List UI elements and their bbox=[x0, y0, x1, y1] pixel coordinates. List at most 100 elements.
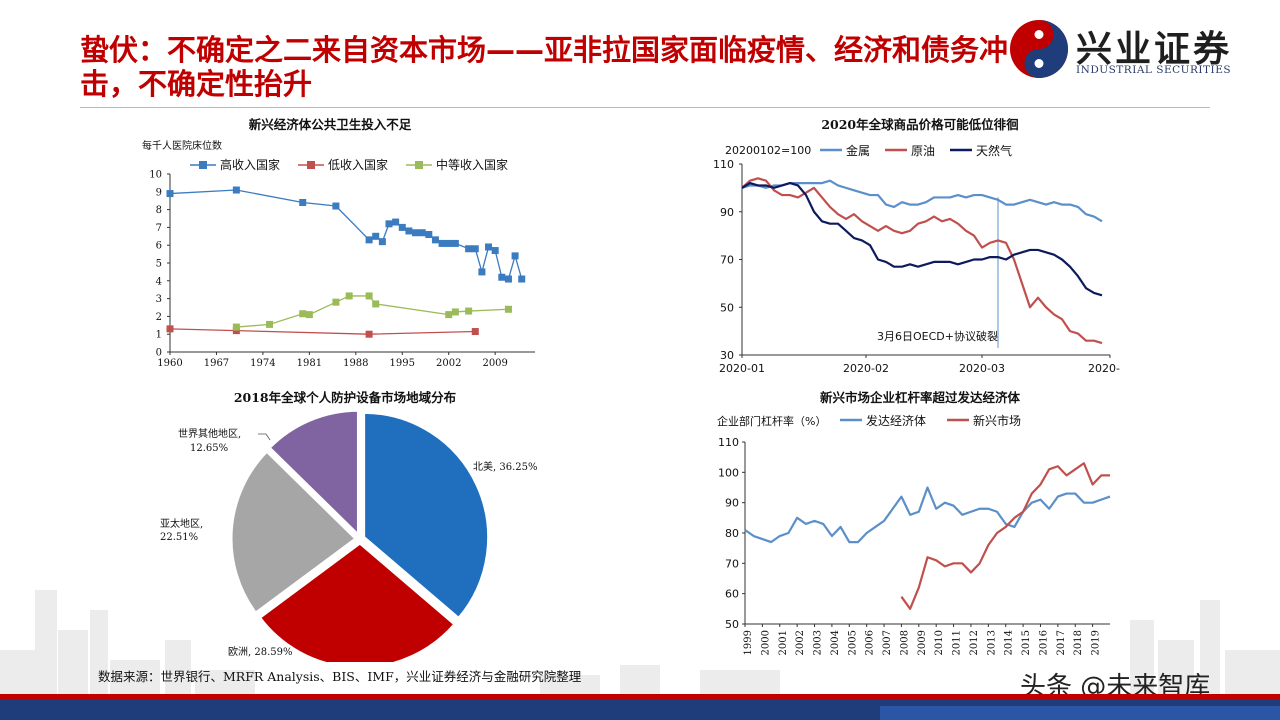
pie-label-other-name: 世界其他地区, bbox=[178, 427, 241, 440]
beds-point-high-income bbox=[418, 229, 426, 237]
logo-chinese-text: 兴业证券 bbox=[1076, 29, 1233, 70]
beds-point-high-income bbox=[385, 220, 393, 228]
beds-point-high-income bbox=[166, 190, 174, 198]
beds-point-high-income bbox=[511, 252, 519, 260]
page-title: 蛰伏：不确定之二来自资本市场——亚非拉国家面临疫情、经济和债务冲击，不确定性抬升 bbox=[80, 33, 1009, 101]
beds-point-high-income bbox=[518, 275, 526, 283]
beds-y-tick-label: 1 bbox=[156, 330, 162, 341]
legend-label-low: 低收入国家 bbox=[328, 157, 388, 172]
data-source-note: 数据来源：世界银行、MRFR Analysis、BIS、IMF，兴业证券经济与金… bbox=[98, 669, 582, 684]
commodities-y-tick-label: 90 bbox=[720, 206, 734, 219]
beds-x-tick-label: 1995 bbox=[390, 358, 415, 369]
beds-point-low-income bbox=[365, 330, 373, 338]
leverage-x-tick-label: 2011 bbox=[952, 630, 963, 655]
leverage-y-tick-label: 90 bbox=[725, 497, 739, 510]
pie-label-europe: 欧洲, 28.59% bbox=[228, 646, 293, 658]
beds-point-high-income bbox=[491, 247, 499, 255]
beds-x-tick-label: 1988 bbox=[343, 358, 368, 369]
beds-point-high-income bbox=[498, 273, 506, 281]
leverage-x-tick-label: 2000 bbox=[760, 630, 771, 655]
ppe-pie-chart: 2018年全球个人防护设备市场地域分布 北美, 36.25% 欧洲, 28.59… bbox=[130, 382, 570, 662]
beds-chart: 新兴经济体公共卫生投入不足 每千人医院床位数 高收入国家 低收入国家 中等收入国… bbox=[130, 112, 550, 377]
pie-slice-rest-of-world bbox=[267, 408, 360, 539]
beds-point-low-income bbox=[471, 328, 479, 336]
beds-point-middle-income bbox=[445, 311, 453, 319]
beds-y-tick-label: 10 bbox=[149, 170, 162, 181]
leverage-series-line-developed bbox=[744, 486, 1111, 544]
legend-marker-low bbox=[307, 161, 315, 169]
leverage-x-tick-label: 2001 bbox=[778, 630, 789, 655]
leverage-x-tick-label: 2002 bbox=[795, 630, 806, 655]
leverage-y-tick-label: 70 bbox=[725, 557, 739, 570]
beds-point-high-income bbox=[431, 236, 439, 244]
commodities-x-tick-label: 2020-03 bbox=[959, 362, 1005, 375]
beds-point-high-income bbox=[405, 227, 413, 235]
leverage-x-tick-label: 2015 bbox=[1021, 630, 1032, 655]
company-logo: 兴业证券 INDUSTRIAL SECURITIES bbox=[1008, 18, 1268, 80]
leverage-y-tick-label: 100 bbox=[718, 466, 739, 479]
footer-accent-band bbox=[880, 706, 1280, 720]
beds-y-tick-label: 9 bbox=[156, 187, 162, 198]
title-divider bbox=[80, 107, 1210, 108]
beds-point-middle-income bbox=[299, 310, 307, 318]
beds-point-middle-income bbox=[504, 305, 512, 313]
oecd-annotation: 3月6日OECD+协议破裂 bbox=[877, 329, 998, 343]
pie-label-apac-value: 22.51% bbox=[160, 532, 198, 543]
beds-point-middle-income bbox=[465, 307, 473, 315]
commodities-y-tick-label: 70 bbox=[720, 254, 734, 267]
pie-slice-europe bbox=[257, 541, 458, 662]
leverage-y-axis-label: 企业部门杠杆率（%） bbox=[717, 414, 826, 428]
beds-point-high-income bbox=[471, 245, 479, 253]
beds-y-tick-label: 0 bbox=[156, 348, 162, 359]
leverage-x-tick-label: 1999 bbox=[743, 630, 754, 655]
beds-point-low-income bbox=[232, 327, 240, 335]
beds-point-middle-income bbox=[451, 308, 459, 316]
commodities-chart: 2020年全球商品价格可能低位徘徊 20200102=100 金属 原油 天然气… bbox=[700, 112, 1130, 382]
leverage-x-tick-label: 2006 bbox=[865, 630, 876, 655]
logo-swirl-icon bbox=[1010, 20, 1068, 78]
beds-x-tick-label: 1960 bbox=[157, 358, 182, 369]
pie-labels: 北美, 36.25% 欧洲, 28.59% 亚太地区, 22.51% 世界其他地… bbox=[160, 427, 538, 658]
beds-chart-title: 新兴经济体公共卫生投入不足 bbox=[249, 117, 412, 132]
leverage-x-tick-label: 2012 bbox=[969, 630, 980, 655]
leverage-legend: 发达经济体 新兴市场 bbox=[840, 413, 1021, 428]
leverage-x-tick-label: 2014 bbox=[1004, 630, 1015, 655]
beds-point-high-income bbox=[299, 198, 307, 206]
beds-point-middle-income bbox=[305, 311, 313, 319]
beds-x-tick-label: 2009 bbox=[482, 358, 507, 369]
commodities-series-line-metal bbox=[741, 179, 1103, 223]
beds-point-middle-income bbox=[232, 323, 240, 331]
beds-point-high-income bbox=[465, 245, 473, 253]
leverage-y-tick-label: 80 bbox=[725, 527, 739, 540]
beds-point-high-income bbox=[504, 275, 512, 283]
beds-point-high-income bbox=[425, 231, 433, 239]
leverage-x-tick-label: 2016 bbox=[1038, 630, 1049, 655]
beds-point-high-income bbox=[485, 243, 493, 251]
beds-point-high-income bbox=[392, 218, 400, 226]
beds-point-high-income bbox=[445, 239, 453, 247]
legend-marker-mid bbox=[415, 161, 423, 169]
beds-point-high-income bbox=[378, 238, 386, 246]
beds-point-middle-income bbox=[266, 320, 274, 328]
pie-slice-north-america bbox=[362, 410, 491, 621]
beds-y-axis-label: 每千人医院床位数 bbox=[142, 139, 222, 152]
beds-point-high-income bbox=[438, 239, 446, 247]
leverage-x-tick-label: 2019 bbox=[1091, 630, 1102, 655]
leverage-chart-title: 新兴市场企业杠杆率超过发达经济体 bbox=[820, 390, 1021, 405]
commodities-y-tick-label: 30 bbox=[720, 349, 734, 362]
commodities-legend: 金属 原油 天然气 bbox=[820, 143, 1012, 158]
leverage-x-tick-label: 2009 bbox=[917, 630, 928, 655]
leverage-y-tick-label: 110 bbox=[718, 436, 739, 449]
beds-y-tick-label: 6 bbox=[156, 241, 162, 252]
beds-point-high-income bbox=[478, 268, 486, 276]
ppe-chart-title: 2018年全球个人防护设备市场地域分布 bbox=[234, 390, 457, 405]
beds-y-tick-label: 4 bbox=[156, 276, 162, 287]
commodities-x-tick-label: 2020-01 bbox=[719, 362, 765, 375]
footer-red-stripe bbox=[0, 694, 1280, 699]
leverage-chart: 新兴市场企业杠杆率超过发达经济体 企业部门杠杆率（%） 发达经济体 新兴市场 5… bbox=[710, 382, 1130, 657]
leverage-x-tick-label: 2005 bbox=[847, 630, 858, 655]
beds-point-middle-income bbox=[345, 292, 353, 300]
beds-point-high-income bbox=[232, 186, 240, 194]
beds-point-high-income bbox=[332, 202, 340, 210]
beds-point-high-income bbox=[398, 223, 406, 231]
